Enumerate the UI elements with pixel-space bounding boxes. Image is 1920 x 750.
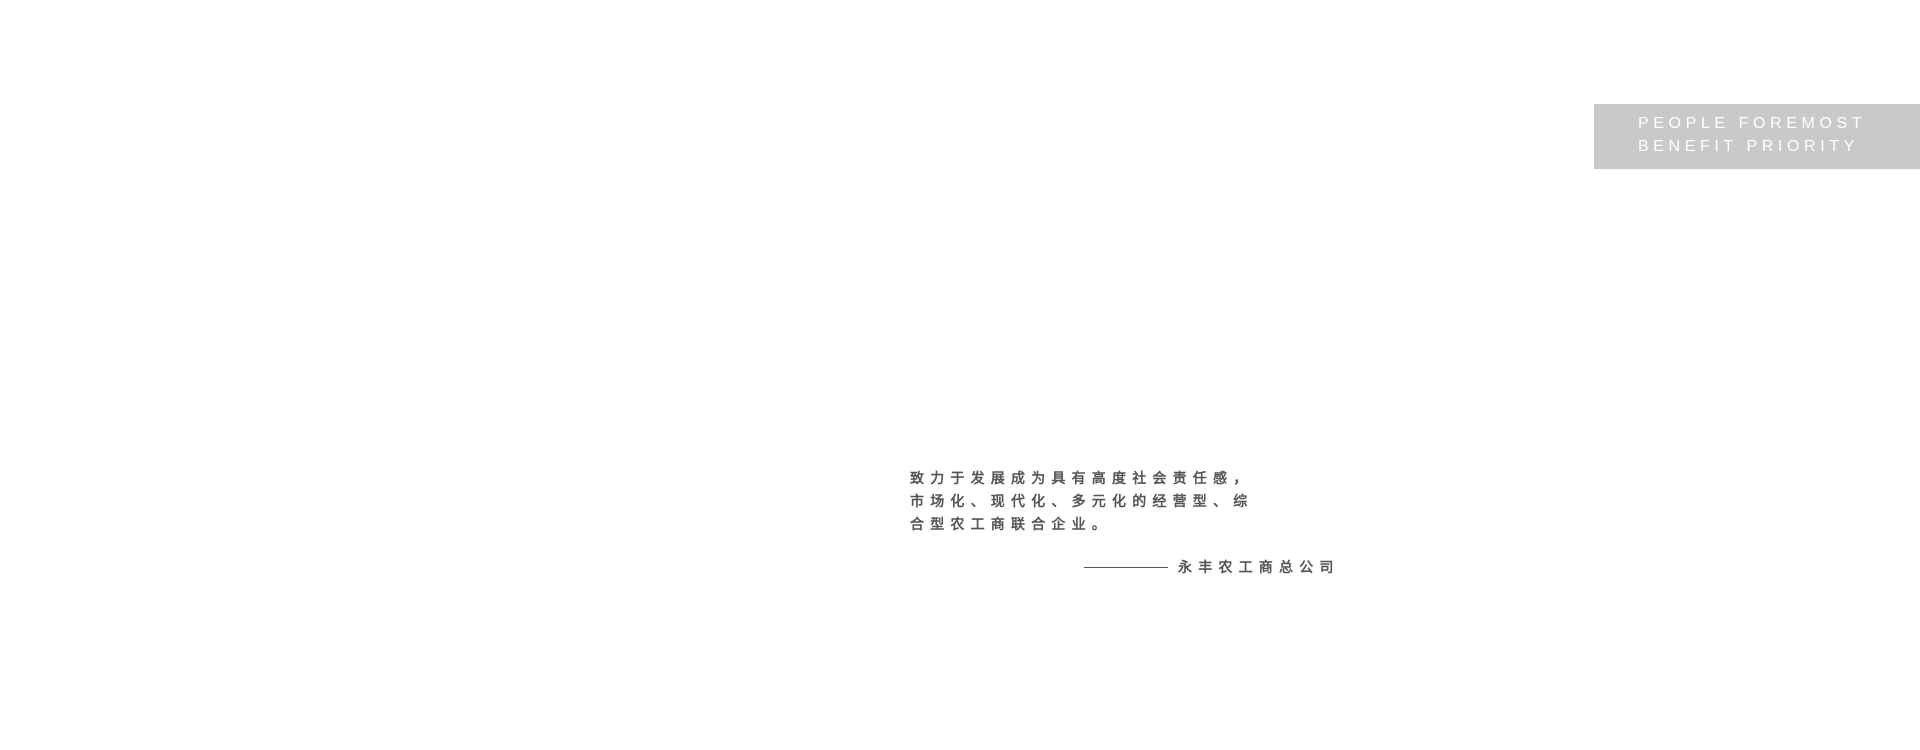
company-slogan: 致力于发展成为具有高度社会责任感， 市场化、现代化、多元化的经营型、综 合型农工… — [910, 468, 1253, 537]
motto-line-2: BENEFIT PRIORITY — [1638, 138, 1859, 155]
slogan-line: 致力于发展成为具有高度社会责任感， — [910, 471, 1254, 487]
motto-line-1: PEOPLE FOREMOST — [1638, 115, 1867, 132]
slogan-line: 市场化、现代化、多元化的经营型、综 — [910, 494, 1254, 510]
slogan-line: 合型农工商联合企业。 — [910, 517, 1112, 533]
signature-divider — [1084, 567, 1168, 568]
motto-badge: PEOPLE FOREMOST BENEFIT PRIORITY — [1594, 104, 1920, 169]
company-signature: 永丰农工商总公司 — [1178, 560, 1340, 576]
